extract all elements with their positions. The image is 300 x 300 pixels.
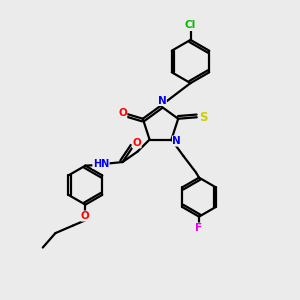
Text: N: N	[172, 136, 181, 146]
Text: O: O	[118, 108, 127, 118]
Text: Cl: Cl	[185, 20, 196, 31]
Text: S: S	[199, 111, 208, 124]
Text: O: O	[81, 211, 90, 221]
Text: HN: HN	[93, 158, 109, 169]
Text: F: F	[196, 223, 202, 233]
Text: N: N	[158, 95, 166, 106]
Text: O: O	[132, 138, 141, 148]
